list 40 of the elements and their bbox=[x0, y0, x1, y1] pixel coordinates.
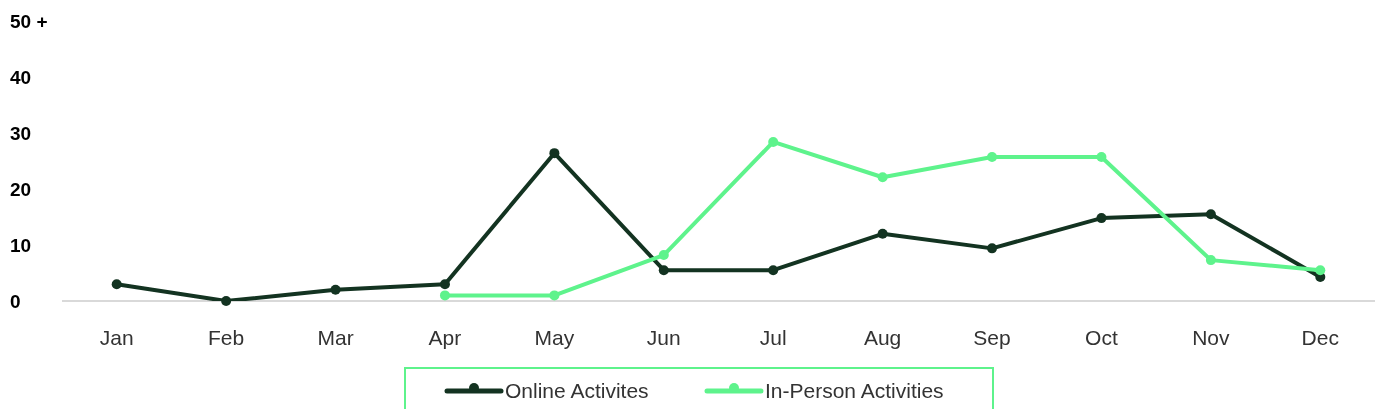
point bbox=[768, 265, 779, 276]
y-tick-label: 50 + bbox=[10, 10, 48, 32]
y-tick-label: 40 bbox=[10, 66, 32, 88]
x-tick-label: Nov bbox=[1192, 326, 1231, 349]
point bbox=[768, 136, 779, 147]
point bbox=[549, 290, 560, 301]
y-tick-label: 10 bbox=[10, 234, 32, 256]
point bbox=[1205, 209, 1216, 220]
point bbox=[439, 290, 450, 301]
point bbox=[658, 265, 669, 276]
point bbox=[221, 296, 232, 306]
x-tick-label: May bbox=[534, 326, 575, 349]
point bbox=[987, 243, 998, 254]
point bbox=[330, 284, 341, 295]
x-tick-label: Oct bbox=[1085, 326, 1118, 349]
point bbox=[1096, 152, 1107, 163]
x-tick-label: Aug bbox=[863, 326, 902, 349]
point bbox=[1315, 265, 1326, 276]
x-tick-label: Jun bbox=[646, 326, 681, 349]
x-tick-label: Feb bbox=[208, 326, 245, 349]
legend-label: In-Person Activities bbox=[765, 379, 944, 403]
point bbox=[111, 279, 122, 290]
y-tick-label: 20 bbox=[10, 178, 32, 200]
point bbox=[439, 279, 450, 290]
x-tick-label: Mar bbox=[317, 326, 354, 349]
point bbox=[877, 228, 888, 239]
legend-label: Online Activites bbox=[505, 379, 649, 403]
point bbox=[658, 250, 669, 261]
point bbox=[877, 172, 888, 183]
x-tick-label: Jul bbox=[759, 326, 787, 349]
x-tick-label: Dec bbox=[1301, 326, 1339, 349]
y-tick-label: 30 bbox=[10, 122, 32, 144]
point bbox=[987, 152, 998, 163]
x-tick-label: Jan bbox=[99, 326, 134, 349]
x-tick-label: Sep bbox=[973, 326, 1011, 349]
point bbox=[549, 148, 560, 159]
point bbox=[1096, 213, 1107, 224]
x-tick-label: Apr bbox=[428, 326, 462, 349]
y-tick-label: 0 bbox=[10, 290, 21, 312]
point bbox=[1205, 255, 1216, 266]
